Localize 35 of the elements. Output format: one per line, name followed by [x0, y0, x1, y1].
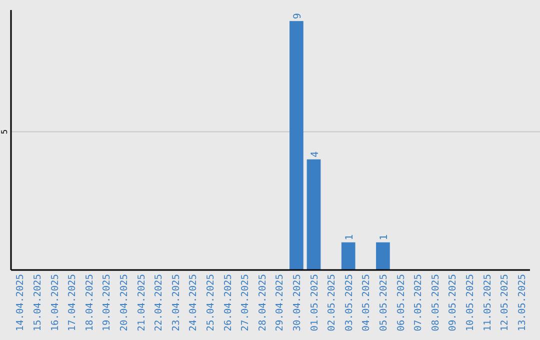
x-tick-label: 20.04.2025	[118, 274, 130, 332]
data-label: 4	[310, 151, 321, 158]
x-tick-label: 14.04.2025	[15, 274, 26, 332]
x-tick-label: 11.05.2025	[482, 274, 494, 332]
x-tick-label: 25.04.2025	[205, 274, 216, 332]
x-tick-label: 12.05.2025	[500, 274, 511, 332]
x-tick-label: 13.05.2025	[516, 274, 528, 332]
x-tick-label: 02.05.2025	[326, 274, 338, 332]
x-tick-label: 24.04.2025	[188, 274, 200, 332]
x-tick-label: 19.04.2025	[102, 274, 113, 332]
ref-line-label: 5	[0, 129, 9, 134]
x-tick-label: 03.05.2025	[344, 274, 355, 332]
x-tick-label: 30.04.2025	[292, 274, 303, 332]
x-tick-label: 22.04.2025	[154, 274, 165, 332]
x-tick-label: 15.04.2025	[32, 274, 44, 332]
x-tick-label: 01.05.2025	[309, 274, 320, 332]
x-tick-label: 27.04.2025	[240, 274, 252, 332]
x-tick-label: 06.05.2025	[396, 274, 407, 332]
x-tick-label: 18.04.2025	[84, 274, 96, 332]
x-tick-label: 07.05.2025	[413, 274, 424, 332]
x-tick-label: 16.04.2025	[50, 274, 61, 332]
data-label: 1	[344, 234, 356, 240]
x-tick-label: 09.05.2025	[448, 274, 459, 332]
x-tick-label: 26.04.2025	[222, 274, 234, 332]
x-tick-label: 28.04.2025	[257, 274, 268, 332]
x-tick-label: 08.05.2025	[430, 274, 442, 332]
data-label: 9	[292, 13, 304, 20]
x-tick-label: 10.05.2025	[464, 274, 476, 332]
x-tick-label: 21.04.2025	[136, 274, 148, 332]
x-tick-label: 23.04.2025	[170, 274, 182, 332]
x-tick-label: 04.05.2025	[361, 274, 372, 332]
x-tick-label: 29.04.2025	[274, 274, 286, 332]
x-tick-label: 17.04.2025	[67, 274, 78, 332]
x-tick-label: 05.05.2025	[378, 274, 390, 332]
data-label: 1	[378, 234, 390, 240]
